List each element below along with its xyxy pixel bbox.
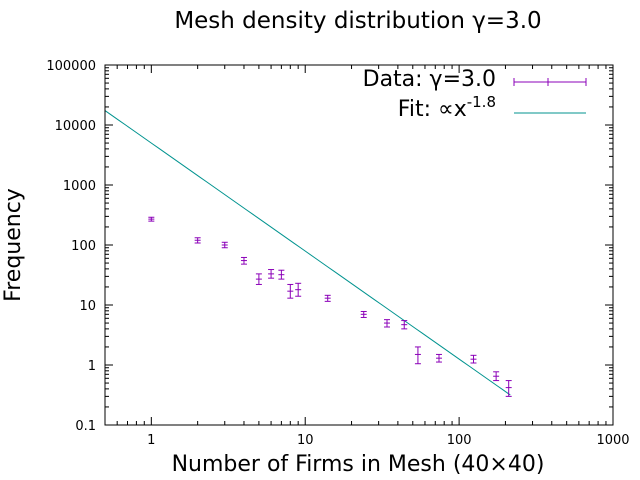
legend: Data: γ=3.0 Fit: ∝x-1.8 bbox=[363, 67, 587, 122]
data-point bbox=[324, 294, 331, 302]
y-tick-label: 1 bbox=[88, 359, 96, 374]
chart-title: Mesh density distribution γ=3.0 bbox=[174, 8, 541, 34]
data-point bbox=[493, 371, 500, 382]
data-point bbox=[435, 353, 442, 363]
data-point bbox=[240, 256, 247, 265]
data-point bbox=[255, 273, 262, 285]
fit-line bbox=[104, 110, 511, 396]
x-tick-label: 1 bbox=[147, 433, 155, 448]
data-point bbox=[148, 216, 155, 222]
y-tick-label: 1000 bbox=[63, 179, 96, 194]
marks-layer bbox=[104, 110, 512, 397]
y-tick-label: 100000 bbox=[46, 59, 96, 74]
data-point bbox=[278, 269, 285, 280]
data-point bbox=[384, 319, 391, 328]
tick-layer: 0.1 1 10 100 1000 10000 100000 1 10 100 1000 bbox=[46, 59, 629, 448]
legend-fit-base: Fit: ∝x bbox=[398, 97, 467, 122]
legend-fit-exponent: -1.8 bbox=[467, 93, 496, 111]
y-tick-label: 10 bbox=[79, 299, 96, 314]
data-point bbox=[268, 269, 275, 279]
data-point bbox=[505, 380, 512, 397]
x-tick-label: 10 bbox=[297, 433, 314, 448]
legend-label-fit: Fit: ∝x-1.8 bbox=[398, 93, 496, 122]
x-axis-label: Number of Firms in Mesh (40×40) bbox=[172, 452, 545, 477]
y-axis-label: Frequency bbox=[1, 188, 26, 302]
y-tick-label: 0.1 bbox=[75, 419, 96, 434]
data-point bbox=[287, 283, 294, 299]
x-tick-label: 100 bbox=[447, 433, 472, 448]
data-point bbox=[194, 237, 201, 244]
x-tick-label: 1000 bbox=[596, 433, 629, 448]
data-point bbox=[401, 320, 408, 330]
legend-label-data: Data: γ=3.0 bbox=[363, 67, 496, 92]
plot-frame bbox=[104, 64, 614, 426]
data-point bbox=[360, 310, 367, 318]
data-point bbox=[295, 282, 302, 297]
y-tick-label: 100 bbox=[71, 239, 96, 254]
data-point bbox=[221, 241, 228, 249]
data-point bbox=[414, 346, 421, 365]
y-tick-label: 10000 bbox=[55, 119, 96, 134]
data-point bbox=[470, 354, 477, 364]
